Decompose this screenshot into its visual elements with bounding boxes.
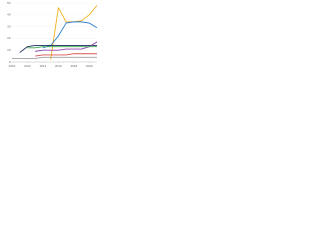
y-tick-label: 10 [7,48,11,52]
y-tick-label: 20 [7,36,11,40]
x-tick-label: 2012 [24,64,31,68]
x-tick-label: 2016 [55,64,62,68]
series-line [35,41,98,52]
series-line [19,45,97,53]
x-tick-label: 2014 [40,64,47,68]
y-tick-label: 30 [7,24,11,28]
y-tick-label: 40 [7,13,11,17]
series-line [35,53,97,57]
x-tick-label: 2010 [9,64,16,68]
chart: 0 10 20 30 40 50 2010 2012 2014 2016 2018 2020 [7,1,98,68]
series-line [27,46,97,49]
series-line [12,56,97,59]
series-line [50,5,98,60]
y-tick-label: 50 [7,1,11,5]
x-tick-label: 2020 [86,64,93,68]
y-tick-label: 0 [9,60,11,64]
x-tick-label: 2018 [70,64,77,68]
series-line [42,21,98,49]
